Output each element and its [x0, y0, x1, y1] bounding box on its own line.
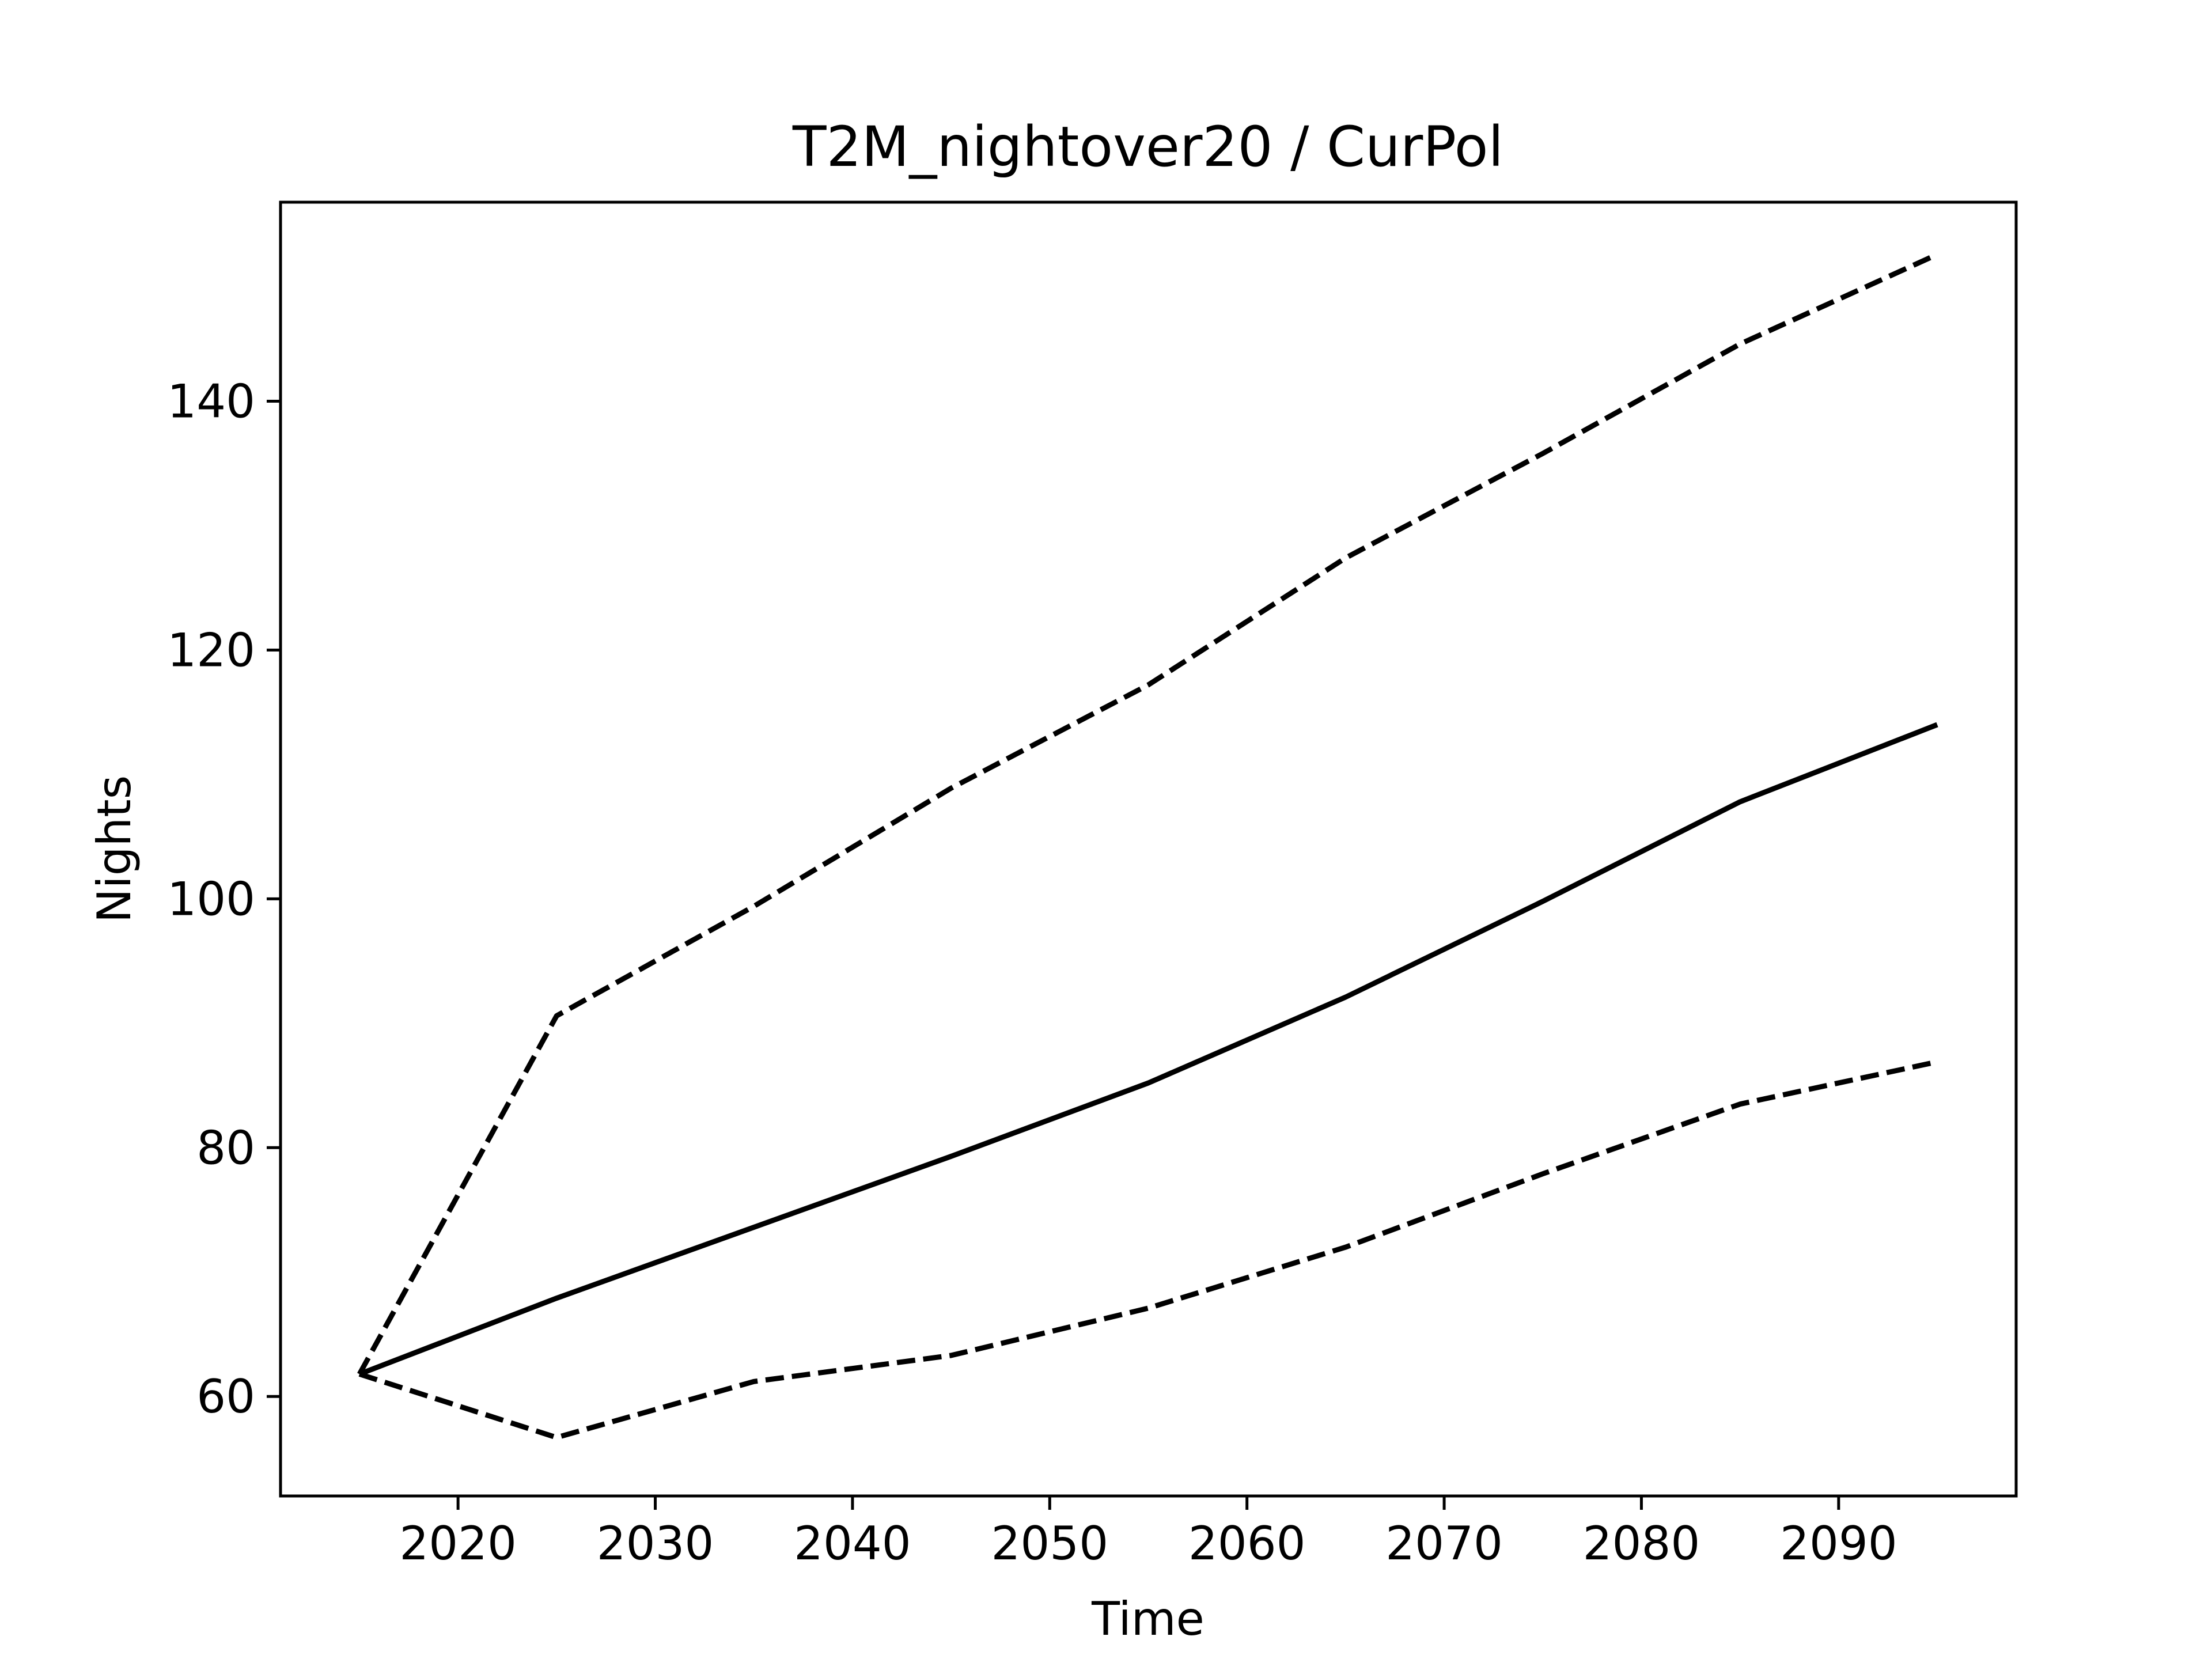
x-tick-label: 2050: [991, 1517, 1109, 1570]
series-line-2: [357, 252, 1938, 1376]
x-axis-ticks: 2020 2030 2040 2050 2060 2070 2080 2090: [399, 1496, 1897, 1570]
series-line-1: [358, 722, 1938, 1377]
y-tick-label: 120: [167, 623, 255, 677]
x-tick-label: 2060: [1188, 1517, 1306, 1570]
plot-frame: [279, 200, 2018, 1498]
y-axis-label: Nights: [88, 775, 141, 923]
chart-title: T2M_nightover20 / CurPol: [792, 115, 1503, 179]
x-tick-label: 2090: [1780, 1517, 1897, 1570]
series-layer: [357, 252, 1938, 1440]
x-axis-label: Time: [1091, 1592, 1205, 1646]
y-axis-ticks: 60 80 100 120 140: [167, 375, 281, 1423]
y-tick-label: 100: [167, 872, 255, 926]
x-tick-label: 2040: [794, 1517, 911, 1570]
x-tick-label: 2030: [597, 1517, 714, 1570]
x-tick-label: 2080: [1583, 1517, 1700, 1570]
y-tick-label: 140: [167, 375, 255, 429]
y-tick-label: 60: [196, 1370, 255, 1423]
y-tick-label: 80: [196, 1121, 255, 1175]
x-tick-label: 2070: [1385, 1517, 1503, 1570]
series-line-3: [358, 1059, 1938, 1440]
x-tick-label: 2020: [399, 1517, 517, 1570]
